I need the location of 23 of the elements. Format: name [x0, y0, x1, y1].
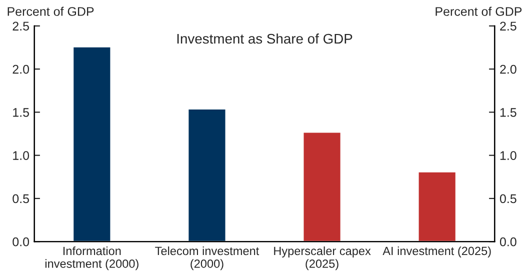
y2-tick-label: 0.0	[500, 237, 516, 246]
y2-tick-label: 2.0	[500, 64, 516, 74]
bar	[187, 108, 227, 242]
y-axis-title: Percent of GDP	[8, 6, 94, 16]
bar	[72, 46, 112, 242]
y-tick-label: 0.5	[12, 194, 29, 204]
chart-title: Investment as Share of GDP	[177, 33, 352, 44]
bar	[302, 131, 342, 242]
bar	[417, 171, 457, 242]
y-tick-label: 1.0	[13, 151, 30, 160]
y2-tick-label: 2.5	[500, 22, 516, 31]
y-tick-label: 1.5	[13, 108, 29, 117]
y2-tick-label: 0.5	[500, 194, 516, 204]
y2-tick-label: 1.0	[500, 151, 516, 160]
x-tick-label: AI investment (2025)	[382, 246, 491, 258]
y2-axis-title: Percent of GDP	[436, 6, 522, 16]
y-tick-label: 2.5	[12, 22, 29, 31]
y-tick-label: 0.0	[12, 237, 30, 246]
y2-tick-label: 1.5	[500, 108, 516, 117]
y-tick-label: 2.0	[12, 64, 30, 74]
x-tick-label: Information investment (2000)	[45, 246, 138, 270]
x-tick-label: Hyperscaler capex (2025)	[274, 246, 371, 270]
x-tick-label: Telecom investment (2000)	[155, 246, 260, 270]
